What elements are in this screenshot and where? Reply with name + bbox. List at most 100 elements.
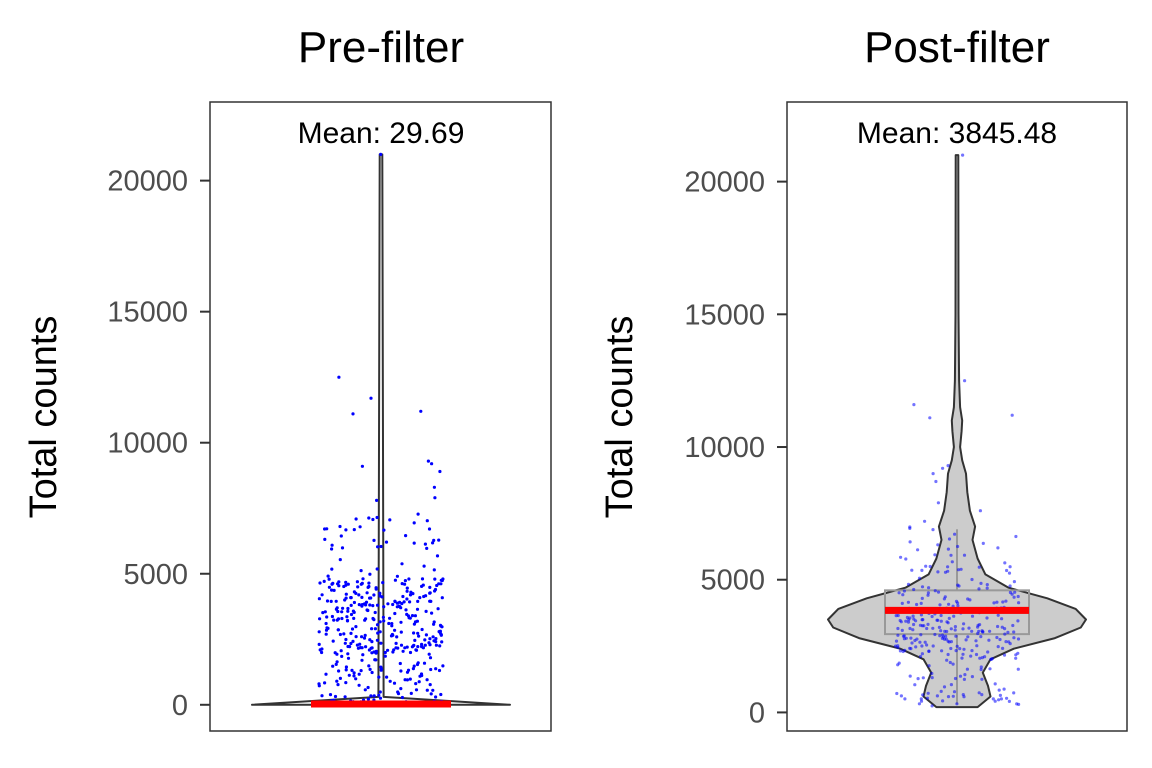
data-point <box>432 538 436 543</box>
data-point <box>336 609 340 614</box>
data-point <box>330 543 334 547</box>
data-point <box>367 648 371 652</box>
panel-pre-filter: Pre-filter Total counts 0 5000 10000 15000 2… <box>23 23 552 732</box>
data-point <box>923 640 927 644</box>
data-point <box>898 649 903 653</box>
data-point <box>989 657 993 662</box>
data-point <box>318 617 322 621</box>
data-point <box>391 650 395 654</box>
data-point <box>330 567 334 571</box>
y-tick-label: 10000 <box>107 428 188 460</box>
data-point <box>420 673 424 678</box>
data-point-outlier <box>438 469 442 474</box>
data-point <box>1005 568 1009 573</box>
data-point <box>383 654 387 658</box>
data-point <box>330 547 334 551</box>
data-point <box>339 649 343 653</box>
data-point <box>944 637 948 641</box>
data-point-outlier <box>961 153 965 157</box>
data-point <box>324 628 329 632</box>
data-point <box>335 660 339 664</box>
data-point <box>428 656 433 660</box>
data-point <box>323 610 327 614</box>
data-point <box>954 634 958 638</box>
data-point <box>947 537 952 541</box>
data-point <box>936 618 940 622</box>
data-point <box>330 614 334 619</box>
data-point <box>978 656 982 660</box>
data-point <box>987 638 991 642</box>
data-point <box>418 596 422 600</box>
data-point <box>344 637 348 642</box>
data-point <box>914 619 918 623</box>
data-point <box>978 623 982 627</box>
data-point <box>408 600 412 604</box>
data-point <box>996 624 1000 629</box>
data-point <box>939 689 943 694</box>
data-point <box>336 628 340 632</box>
data-point-outlier <box>430 462 434 466</box>
data-point <box>383 650 387 655</box>
y-tick-label: 10000 <box>684 432 765 464</box>
data-point <box>370 651 374 655</box>
data-point <box>317 630 321 634</box>
data-point <box>958 674 963 678</box>
data-point <box>975 644 979 648</box>
data-point <box>1012 595 1016 599</box>
data-point <box>368 667 372 672</box>
data-point <box>1003 561 1007 565</box>
data-point <box>368 596 372 600</box>
data-point <box>927 649 931 654</box>
data-point <box>358 642 362 646</box>
data-point-outlier <box>426 459 430 463</box>
data-point <box>355 580 359 584</box>
data-point <box>366 685 370 690</box>
data-point <box>321 611 325 615</box>
data-point <box>320 593 324 597</box>
data-point <box>896 663 900 667</box>
data-point <box>400 602 404 606</box>
data-point <box>908 525 912 529</box>
data-point <box>897 591 901 595</box>
data-point <box>931 626 935 630</box>
data-point <box>354 677 358 681</box>
data-point <box>970 614 975 618</box>
data-point <box>952 614 956 618</box>
data-point <box>380 595 384 599</box>
data-point <box>938 634 942 638</box>
data-point <box>420 627 424 632</box>
data-point <box>374 587 378 591</box>
data-point <box>360 603 364 607</box>
data-point <box>906 620 911 624</box>
data-point <box>930 671 934 676</box>
data-point <box>422 564 426 568</box>
data-point <box>954 599 959 604</box>
data-point <box>901 593 905 597</box>
data-point <box>963 673 967 677</box>
data-point <box>367 581 371 585</box>
data-point <box>933 589 937 593</box>
data-point <box>977 629 981 633</box>
data-point <box>440 596 444 600</box>
data-point <box>317 597 321 601</box>
data-point <box>405 589 409 593</box>
data-point <box>424 633 428 637</box>
data-point <box>395 635 399 639</box>
data-point <box>1010 592 1014 596</box>
data-point <box>927 664 931 668</box>
data-point <box>920 585 925 589</box>
data-point <box>405 645 409 649</box>
data-point <box>998 637 1002 642</box>
data-point <box>415 607 420 611</box>
data-point <box>344 528 348 532</box>
mean-annotation: Mean: 3845.48 <box>857 117 1057 150</box>
data-point <box>368 638 372 642</box>
data-point <box>412 541 416 545</box>
data-point <box>414 648 418 652</box>
data-point <box>919 633 923 637</box>
data-point <box>375 567 379 571</box>
data-point <box>1000 625 1004 629</box>
data-point <box>318 648 322 652</box>
y-axis-ticks: 0 5000 10000 15000 20000 <box>107 166 210 722</box>
data-point <box>953 676 958 681</box>
